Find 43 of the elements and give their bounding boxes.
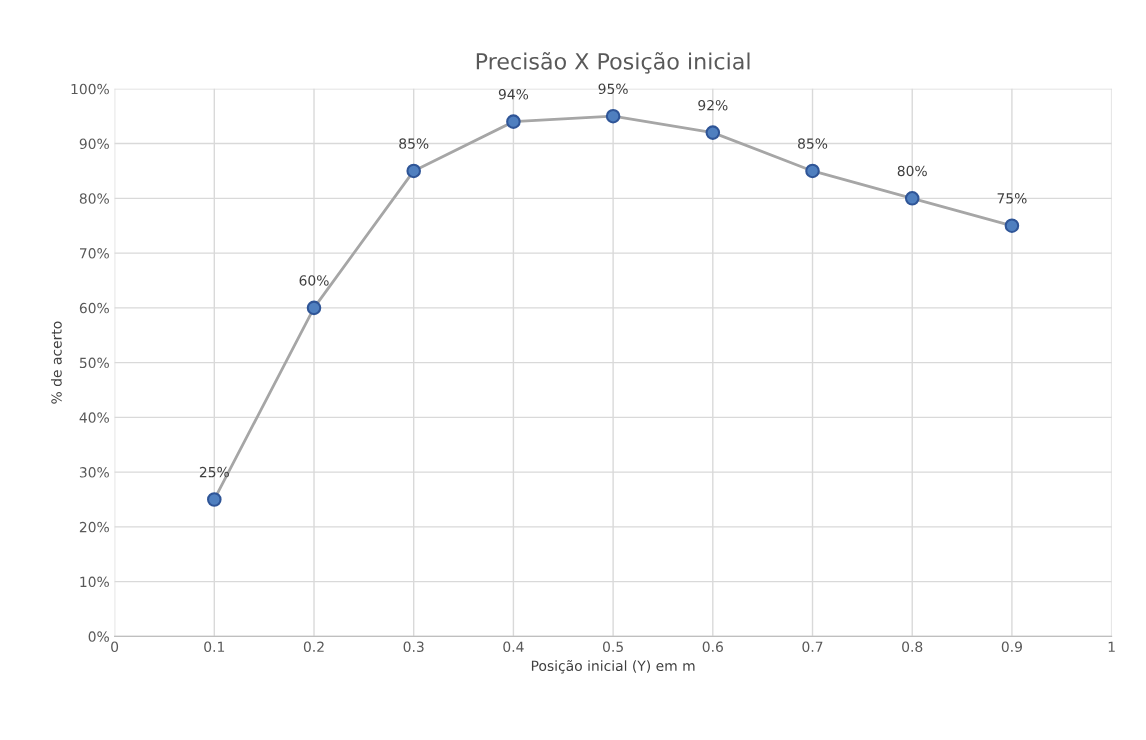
- data-label: 92%: [698, 99, 728, 111]
- point: [605, 108, 621, 124]
- data-label: 80%: [897, 165, 927, 177]
- y-tick-label: 60%: [79, 302, 109, 314]
- x-axis-title: Posição inicial (Y) em m: [531, 660, 695, 674]
- x-tick-label: 0.4: [503, 641, 524, 653]
- y-tick-label: 80%: [79, 193, 109, 204]
- x-tick-label: 0: [111, 641, 119, 653]
- data-label: 94%: [498, 89, 529, 100]
- point: [406, 163, 421, 179]
- point: [506, 114, 521, 129]
- x-tick-label: 0.3: [403, 641, 424, 653]
- data-label: 60%: [299, 275, 329, 286]
- chart-title: Precisão X Posição inicial: [476, 52, 750, 74]
- point: [306, 300, 322, 316]
- x-tick-label: 0.1: [204, 641, 225, 653]
- y-tick-label: 100%: [71, 83, 109, 95]
- point: [805, 163, 820, 179]
- point: [207, 492, 222, 507]
- x-tick-label: 0.2: [303, 641, 324, 653]
- point: [1004, 218, 1020, 233]
- data-label: 85%: [399, 138, 429, 149]
- y-axis-title: % de acerto: [51, 321, 62, 404]
- point: [904, 191, 920, 206]
- y-tick-label: 50%: [79, 357, 109, 369]
- x-tick-label: 0.5: [602, 641, 623, 653]
- data-label: 85%: [798, 138, 828, 149]
- y-tick-label: 30%: [79, 467, 109, 478]
- y-tick-label: 20%: [79, 521, 109, 533]
- data-label: 75%: [997, 193, 1027, 204]
- data-label: 25%: [199, 466, 229, 478]
- y-tick-label: 90%: [79, 138, 109, 150]
- point: [705, 125, 721, 140]
- x-tick-label: 0.8: [902, 641, 923, 653]
- y-tick-label: 0%: [88, 631, 109, 642]
- x-tick-label: 1: [1108, 641, 1115, 652]
- x-tick-label: 0.7: [802, 641, 823, 653]
- x-tick-label: 0.6: [702, 641, 723, 653]
- data-label: 95%: [598, 83, 628, 95]
- y-tick-label: 40%: [79, 412, 109, 423]
- x-tick-label: 0.9: [1001, 641, 1022, 653]
- y-tick-label: 70%: [80, 248, 109, 259]
- y-tick-label: 10%: [80, 576, 109, 588]
